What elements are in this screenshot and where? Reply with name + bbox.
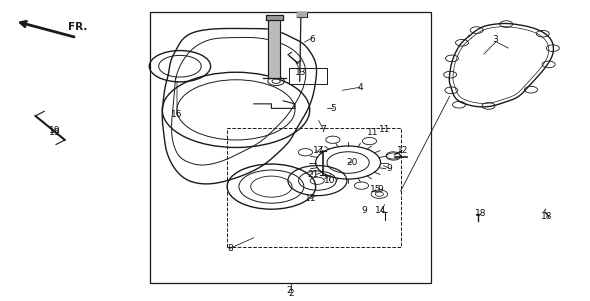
Text: 10: 10 bbox=[323, 176, 335, 185]
Text: 8: 8 bbox=[227, 244, 233, 253]
Text: 17: 17 bbox=[313, 146, 324, 155]
Text: 16: 16 bbox=[171, 110, 183, 119]
Text: 19: 19 bbox=[49, 126, 61, 135]
Text: 18: 18 bbox=[474, 209, 486, 218]
Text: 19: 19 bbox=[49, 128, 61, 137]
Text: 2: 2 bbox=[286, 286, 292, 295]
Text: 11: 11 bbox=[367, 128, 379, 137]
Text: 15: 15 bbox=[369, 185, 381, 194]
Text: 3: 3 bbox=[493, 35, 499, 44]
Text: 18: 18 bbox=[541, 212, 553, 221]
Text: 2: 2 bbox=[288, 289, 294, 298]
Text: 20: 20 bbox=[346, 158, 358, 167]
Text: 11: 11 bbox=[379, 125, 391, 134]
Polygon shape bbox=[268, 18, 280, 78]
Bar bbox=[227, 128, 401, 247]
Text: 9: 9 bbox=[377, 185, 383, 194]
Text: 21: 21 bbox=[307, 170, 319, 179]
Polygon shape bbox=[266, 15, 283, 20]
Text: 5: 5 bbox=[330, 104, 336, 113]
Text: 6: 6 bbox=[310, 35, 316, 44]
Bar bbox=[150, 12, 431, 283]
Text: 9: 9 bbox=[386, 164, 392, 173]
Text: 7: 7 bbox=[320, 125, 326, 134]
Polygon shape bbox=[297, 12, 307, 17]
Text: FR.: FR. bbox=[68, 22, 87, 32]
Text: 13: 13 bbox=[295, 68, 307, 77]
Bar bbox=[289, 68, 327, 84]
Text: 14: 14 bbox=[375, 206, 387, 215]
Text: 4: 4 bbox=[357, 83, 363, 92]
Text: 12: 12 bbox=[396, 146, 408, 155]
Text: 11: 11 bbox=[305, 194, 317, 203]
Text: 9: 9 bbox=[361, 206, 367, 215]
